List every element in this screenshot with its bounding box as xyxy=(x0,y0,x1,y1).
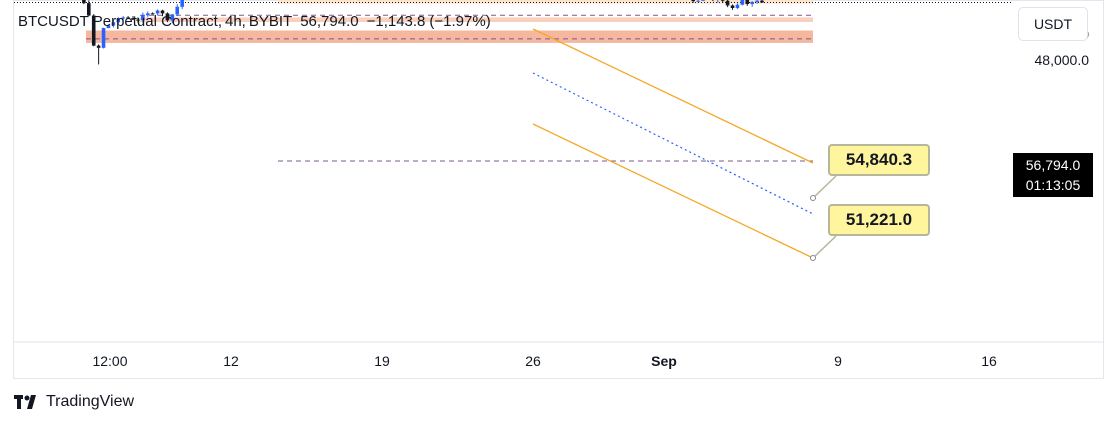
change-pct-label: (−1.97%) xyxy=(429,13,491,30)
last-price-label: 56,794.0 xyxy=(300,13,359,30)
candle-body xyxy=(145,13,150,16)
candle-body xyxy=(150,13,155,15)
candle-body xyxy=(760,0,764,3)
candle-body xyxy=(91,15,96,46)
exchange-label: BYBIT xyxy=(248,13,293,30)
candle-body xyxy=(696,0,700,2)
callout-anchor-lower xyxy=(810,255,816,261)
candle-body xyxy=(101,28,106,48)
candle-body xyxy=(106,25,111,29)
candle-body xyxy=(755,0,759,2)
callout-upper[interactable]: 54,840.3 xyxy=(828,144,930,176)
candle-body xyxy=(175,6,180,15)
candle-body xyxy=(691,0,696,2)
last-price-tag: 56,794.0 01:13:05 xyxy=(1013,153,1093,197)
symbol-name: BTCUSDT Perpetual Contract xyxy=(18,13,218,30)
y-tick-label: 48,000.0 xyxy=(1035,52,1090,68)
x-tick-label: 16 xyxy=(981,353,997,369)
candle-body xyxy=(180,0,184,7)
candle-body xyxy=(96,45,101,48)
x-tick-label: 19 xyxy=(374,353,390,369)
bar-countdown: 01:13:05 xyxy=(1025,177,1081,193)
lower-zone xyxy=(86,30,813,43)
candle-body xyxy=(111,22,116,26)
currency-button[interactable]: USDT xyxy=(1018,7,1088,41)
callout-anchor-upper xyxy=(810,195,816,201)
candle-body xyxy=(745,0,750,5)
x-tick-label: 12 xyxy=(223,353,239,369)
candle-body xyxy=(740,0,745,5)
channel-mid-line xyxy=(532,72,814,215)
channel-lower-line xyxy=(532,123,814,259)
candle-body xyxy=(126,17,130,19)
candle-body xyxy=(730,5,735,8)
candle-body xyxy=(701,0,705,1)
candle-body xyxy=(116,18,121,23)
candle-body xyxy=(750,1,754,5)
tradingview-logo-icon xyxy=(14,395,36,409)
last-price-value: 56,794.0 xyxy=(1025,157,1081,173)
candle-body xyxy=(720,0,725,1)
change-label: −1,143.8 xyxy=(366,13,426,30)
interval-sep: , xyxy=(217,13,222,30)
callout-pointer-upper xyxy=(812,175,837,199)
candle-body xyxy=(131,18,135,20)
footer-brand[interactable]: TradingView xyxy=(14,393,134,411)
brand-name: TradingView xyxy=(46,393,135,410)
x-tick-label: Sep xyxy=(651,353,677,369)
callout-pointer-lower xyxy=(812,235,837,259)
candle-body xyxy=(121,17,125,19)
candle-body xyxy=(165,13,170,21)
interval-sep2: , xyxy=(241,13,246,30)
callout-lower[interactable]: 51,221.0 xyxy=(828,204,930,236)
x-tick-label: 26 xyxy=(525,353,541,369)
candle-body xyxy=(86,3,91,16)
candle-body xyxy=(82,0,86,4)
candle-body xyxy=(170,14,175,21)
candle-body xyxy=(155,10,160,14)
candle-body xyxy=(141,15,145,21)
x-tick-label: 12:00 xyxy=(92,353,127,369)
mid-zone xyxy=(140,17,813,23)
candle-body xyxy=(160,10,165,14)
upper-zone xyxy=(278,0,813,4)
channel-upper-line xyxy=(532,28,814,164)
interval-label: 4h xyxy=(224,13,242,30)
x-tick-label: 9 xyxy=(834,353,842,369)
candle-body xyxy=(735,4,740,8)
chart-header: BTCUSDT Perpetual Contract, 4h, BYBIT 56,79… xyxy=(18,13,499,30)
candle-body xyxy=(136,19,140,21)
candle-body xyxy=(725,0,730,6)
